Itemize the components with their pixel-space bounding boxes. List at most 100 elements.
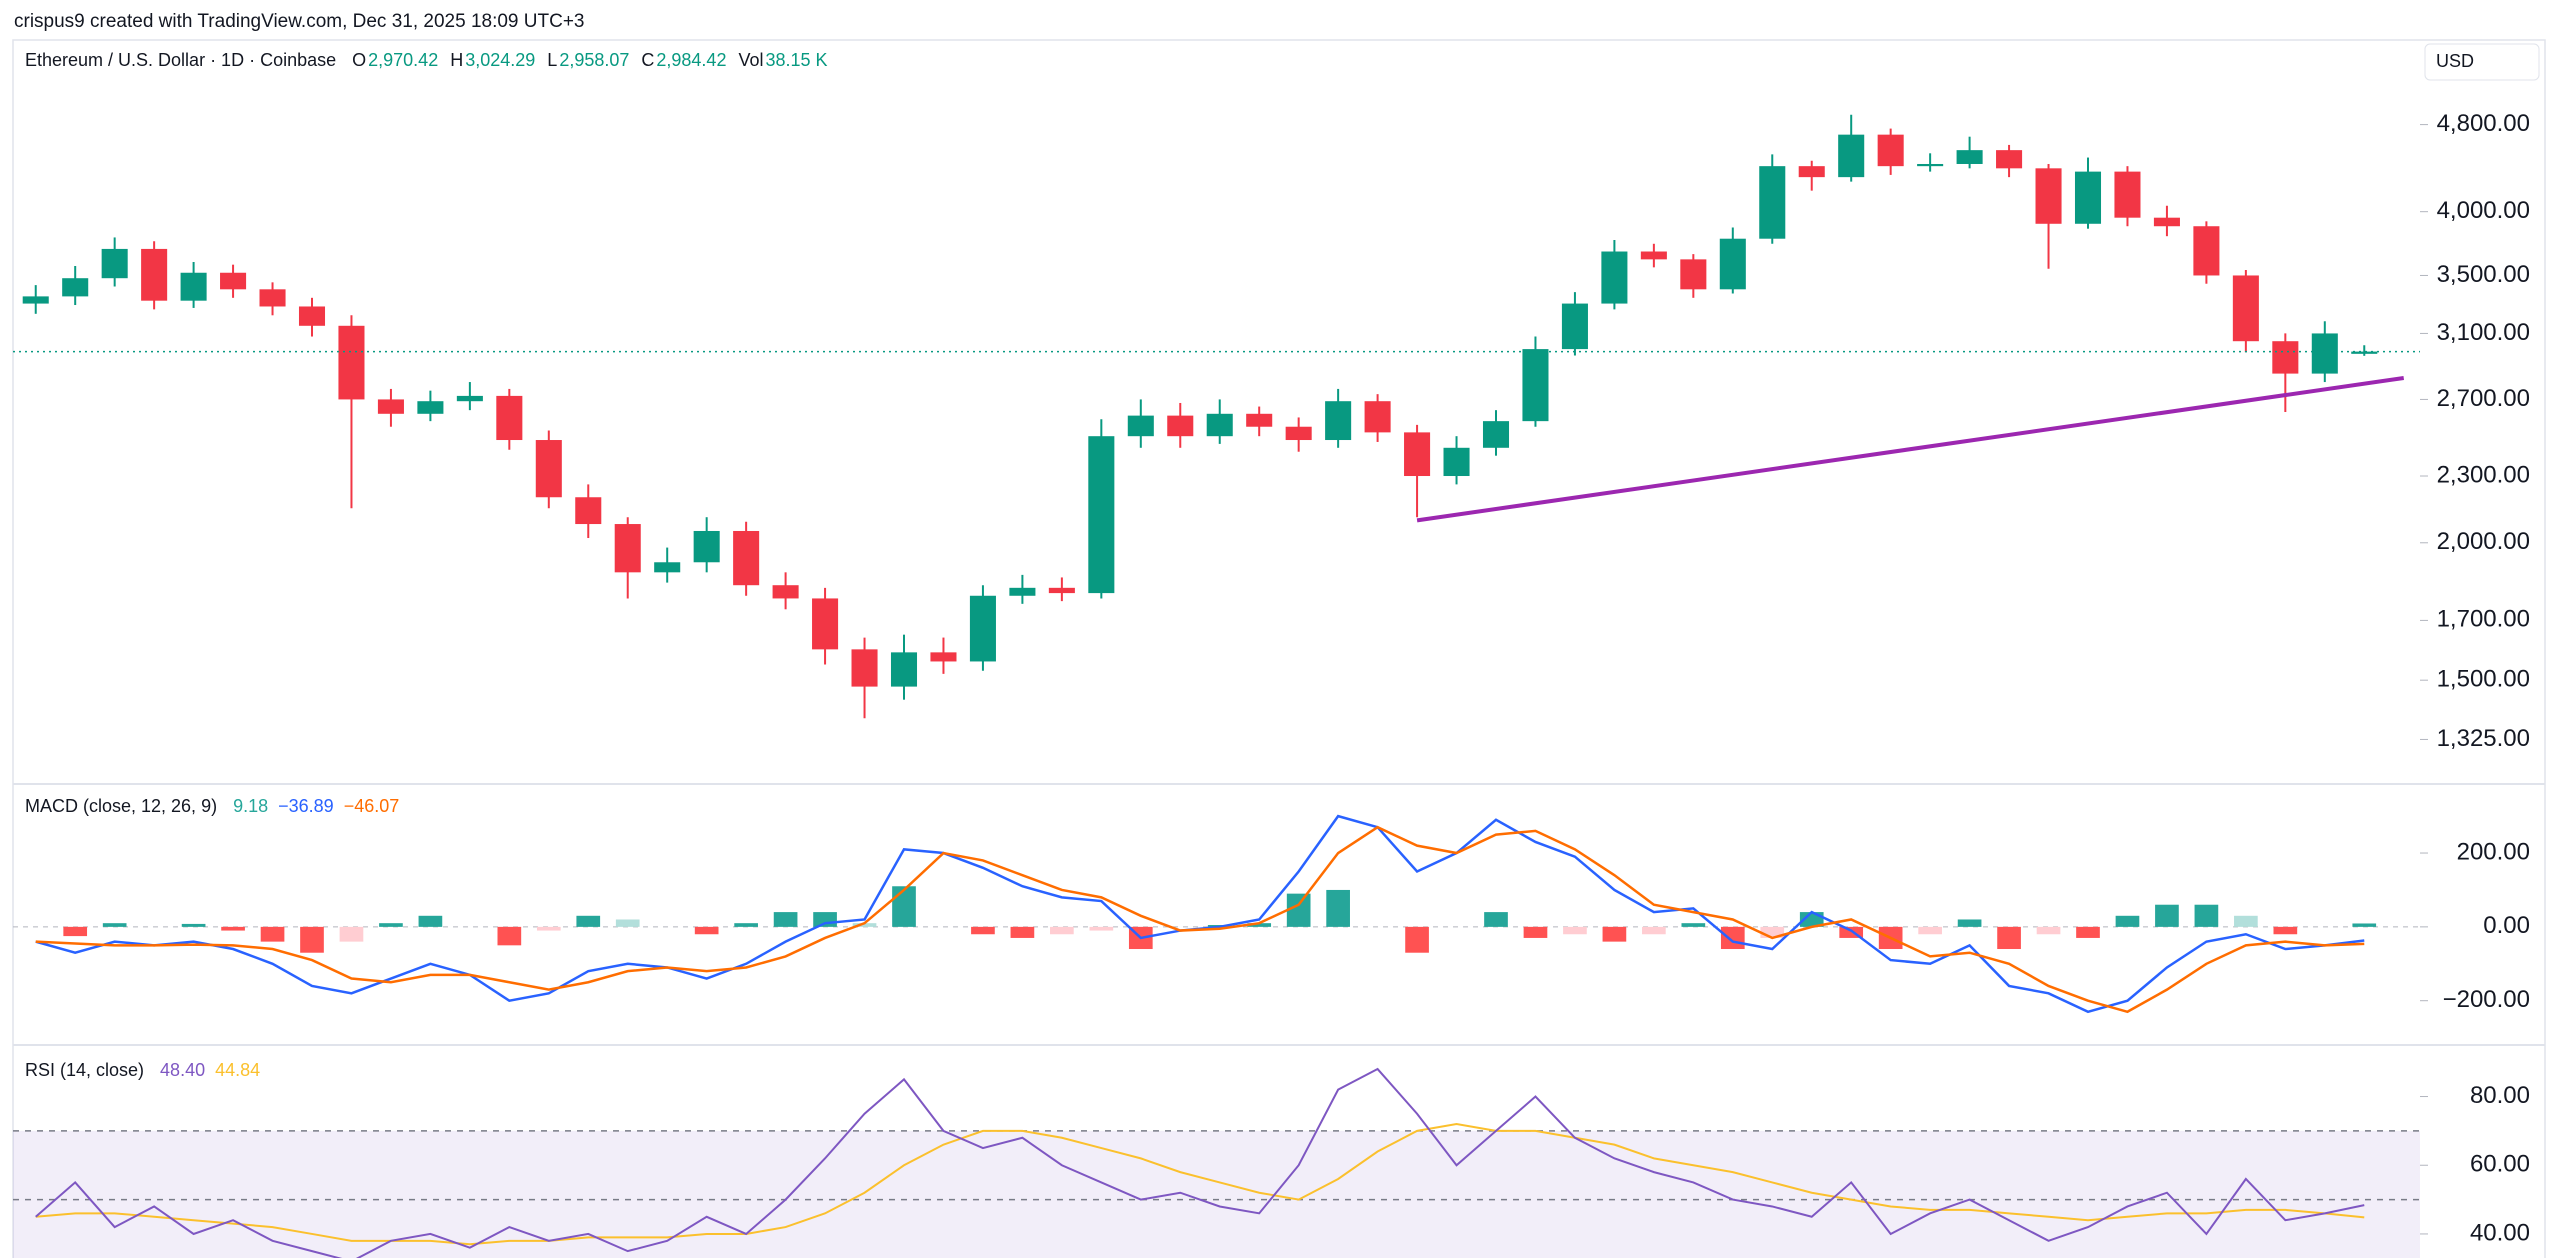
histogram-bar [1326,889,1350,927]
histogram-bar [1523,926,1548,938]
histogram-bar [260,926,285,942]
candle-body [1285,426,1312,441]
histogram-bar [418,915,443,927]
legend-text: Ethereum / U.S. Dollar · 1D · Coinbase [25,50,336,70]
candle-body [1206,413,1233,437]
histogram-bar [63,926,88,937]
currency-button[interactable] [2424,43,2540,81]
candle-body [851,649,878,687]
candle-body [1996,150,2023,169]
candle-body [2311,333,2338,374]
candle-body [377,399,404,414]
histogram-bar [813,912,837,927]
histogram-bar [2115,915,2140,927]
candle-body [22,296,49,304]
y-tick-label: 80.00 [2470,1082,2530,1109]
legend-text: H [450,50,463,70]
candle-body [1561,303,1588,350]
histogram-bar [1681,923,1706,927]
legend-text: 44.84 [215,1060,260,1080]
candle-body [1877,134,1904,167]
histogram-bar [1839,926,1864,938]
histogram-bar [1997,926,2021,950]
candle-body [1917,163,1944,167]
histogram-bar [1720,926,1745,950]
candle-body [1325,401,1352,441]
rsi-line [35,1067,2365,1258]
candle-body [456,395,483,402]
candle-body [575,497,602,525]
y-tick-label: 2,300.00 [2437,461,2530,488]
histogram-bar [102,923,127,927]
legend-text: 2,984.42 [656,50,726,70]
legend-text: −36.89 [278,796,334,816]
currency-label[interactable]: USD [2436,51,2474,71]
histogram-bar [1286,893,1311,927]
histogram-bar [1642,926,1666,935]
candle-body [496,395,523,441]
signal-line [35,825,2365,1014]
y-tick-label: 3,100.00 [2437,319,2530,346]
y-tick-label: −200.00 [2443,986,2530,1013]
histogram-bar [2076,926,2100,938]
candle-body [1759,166,1786,239]
histogram-bar [300,926,324,953]
candle-body [1127,415,1154,437]
legend-text: L [547,50,557,70]
candle-body [1404,432,1431,477]
histogram-bar [576,915,601,927]
histogram-bar [2273,926,2298,935]
histogram-bar [497,926,522,946]
rsi-band [13,1130,2420,1258]
candle-body [1088,436,1115,594]
candle-body [1009,587,1036,596]
candle-body [2232,275,2259,342]
histogram-bar [1405,926,1429,953]
y-tick-label: 1,500.00 [2437,666,2530,693]
histogram-bar [892,886,916,927]
histogram-bar [1563,926,1587,935]
candle-body [1443,447,1470,477]
y-tick-label: 2,700.00 [2437,385,2530,412]
candle-body [1246,413,1273,427]
candle-body [812,598,839,650]
header-text: crispus9 created with TradingView.com, D… [14,11,584,32]
histogram-bar [2234,915,2258,927]
candle-body [1680,259,1707,290]
candle-body [1482,421,1510,448]
legend-text: −46.07 [344,796,400,816]
histogram-bar [734,923,758,927]
histogram-bar [536,926,561,931]
candle-body [1048,587,1075,594]
candle-body [2272,341,2299,374]
candle-body [614,524,641,573]
candle-body [1167,415,1194,437]
candle-body [141,248,168,301]
legend-text: 3,024.29 [465,50,535,70]
candle-body [62,278,89,297]
histogram-bar [1957,919,1982,927]
legend-text: O [352,50,366,70]
candle-body [2351,351,2378,354]
y-tick-label: 40.00 [2470,1219,2530,1246]
y-tick-label: 200.00 [2457,838,2530,865]
candle-body [2114,171,2141,218]
y-tick-label: 60.00 [2470,1151,2530,1178]
legend-text: C [641,50,654,70]
ma-line [35,1123,2365,1246]
legend-text: MACD (close, 12, 26, 9) [25,796,217,816]
y-tick-label: 1,325.00 [2437,725,2530,752]
candle-body [298,306,326,326]
candle-body [2035,168,2062,224]
candle-body [1640,251,1667,260]
candle-body [1719,238,1746,290]
histogram-bar [1247,923,1272,927]
candle-body [890,652,918,687]
trend-line [1416,375,2405,523]
histogram-bar [1760,926,1785,938]
candle-body [180,272,207,301]
histogram-bar [221,926,245,931]
candle-body [338,325,365,400]
histogram-bar [2194,904,2219,927]
